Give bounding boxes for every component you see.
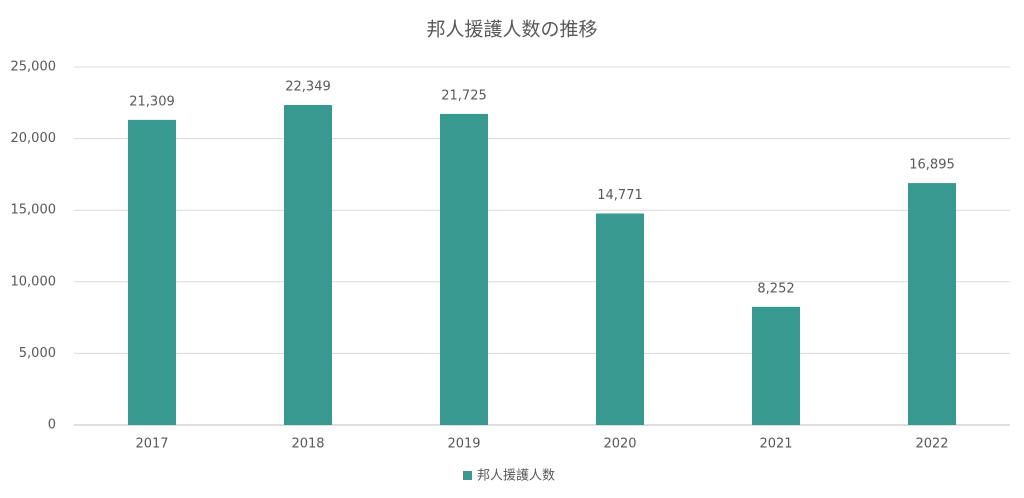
bar	[284, 104, 332, 426]
y-tick-label: 25,000	[11, 60, 57, 75]
chart-title: 邦人援護人数の推移	[426, 19, 597, 41]
bar	[596, 213, 644, 425]
x-tick-label: 2020	[603, 437, 636, 452]
data-label: 14,771	[597, 188, 643, 203]
bar	[128, 119, 176, 426]
x-tick-label: 2021	[759, 437, 792, 452]
legend-swatch	[463, 471, 472, 480]
y-tick-label: 10,000	[11, 274, 57, 289]
data-label: 21,725	[441, 88, 487, 103]
y-tick-label: 0	[48, 418, 56, 433]
data-label: 8,252	[757, 281, 794, 296]
bar	[440, 113, 488, 425]
x-tick-label: 2017	[135, 437, 168, 452]
y-tick-label: 15,000	[11, 203, 57, 218]
data-label: 21,309	[129, 94, 175, 109]
data-label: 16,895	[909, 158, 955, 173]
x-tick-label: 2022	[915, 437, 948, 452]
y-tick-label: 5,000	[19, 346, 56, 361]
y-tick-label: 20,000	[11, 131, 57, 146]
bar	[752, 306, 800, 425]
data-label: 22,349	[285, 79, 331, 94]
bar	[908, 183, 956, 425]
legend-label: 邦人援護人数	[477, 468, 555, 484]
x-tick-label: 2019	[447, 437, 480, 452]
x-tick-label: 2018	[291, 437, 324, 452]
